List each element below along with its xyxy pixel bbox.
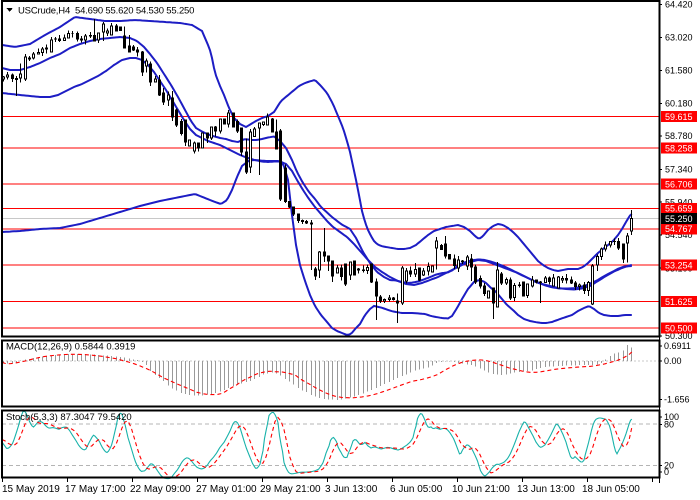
svg-text:54.540: 54.540 — [665, 230, 693, 240]
svg-text:29 May 21:00: 29 May 21:00 — [260, 484, 321, 495]
svg-text:55.250: 55.250 — [665, 214, 693, 224]
svg-text:58.258: 58.258 — [665, 143, 693, 153]
svg-text:60.180: 60.180 — [665, 99, 693, 109]
svg-text:57.340: 57.340 — [665, 165, 693, 175]
svg-text:64.420: 64.420 — [665, 0, 693, 10]
svg-text:0.00: 0.00 — [664, 356, 682, 366]
svg-text:53.254: 53.254 — [665, 260, 693, 270]
svg-text:13 Jun 13:00: 13 Jun 13:00 — [517, 484, 575, 495]
svg-text:0: 0 — [664, 467, 669, 477]
svg-text:61.580: 61.580 — [665, 66, 693, 76]
svg-text:55.659: 55.659 — [665, 204, 693, 214]
svg-text:6 Jun 05:00: 6 Jun 05:00 — [390, 484, 443, 495]
svg-text:USCrude,H4 54.690 55.620 54.5: USCrude,H4 54.690 55.620 54.530 55.250 — [18, 6, 194, 17]
svg-text:59.615: 59.615 — [665, 112, 693, 122]
svg-text:50.500: 50.500 — [665, 323, 693, 333]
svg-text:10 Jun 21:00: 10 Jun 21:00 — [452, 484, 510, 495]
svg-text:63.020: 63.020 — [665, 33, 693, 43]
svg-text:50.300: 50.300 — [665, 331, 693, 341]
svg-text:15 May 2019: 15 May 2019 — [2, 484, 60, 495]
svg-text:100: 100 — [664, 412, 679, 422]
svg-text:17 May 17:00: 17 May 17:00 — [65, 484, 126, 495]
svg-text:58.780: 58.780 — [665, 131, 693, 141]
svg-text:27 May 01:00: 27 May 01:00 — [196, 484, 257, 495]
svg-text:-1.656: -1.656 — [664, 395, 690, 405]
svg-text:56.706: 56.706 — [665, 179, 693, 189]
svg-text:MACD(12,26,9) 0.5844 0.3919: MACD(12,26,9) 0.5844 0.3919 — [6, 342, 135, 353]
svg-text:18 Jun 05:00: 18 Jun 05:00 — [582, 484, 640, 495]
svg-text:3 Jun 13:00: 3 Jun 13:00 — [325, 484, 378, 495]
svg-text:80: 80 — [664, 420, 674, 430]
svg-text:51.625: 51.625 — [665, 297, 693, 307]
svg-text:55.940: 55.940 — [665, 197, 693, 207]
svg-text:54.767: 54.767 — [665, 224, 693, 234]
svg-text:20: 20 — [664, 461, 674, 471]
svg-text:Stoch(5,3,3) 87.3047 79.5420: Stoch(5,3,3) 87.3047 79.5420 — [6, 412, 132, 423]
svg-text:0.6911: 0.6911 — [664, 341, 691, 351]
svg-text:22 May 09:00: 22 May 09:00 — [130, 484, 191, 495]
